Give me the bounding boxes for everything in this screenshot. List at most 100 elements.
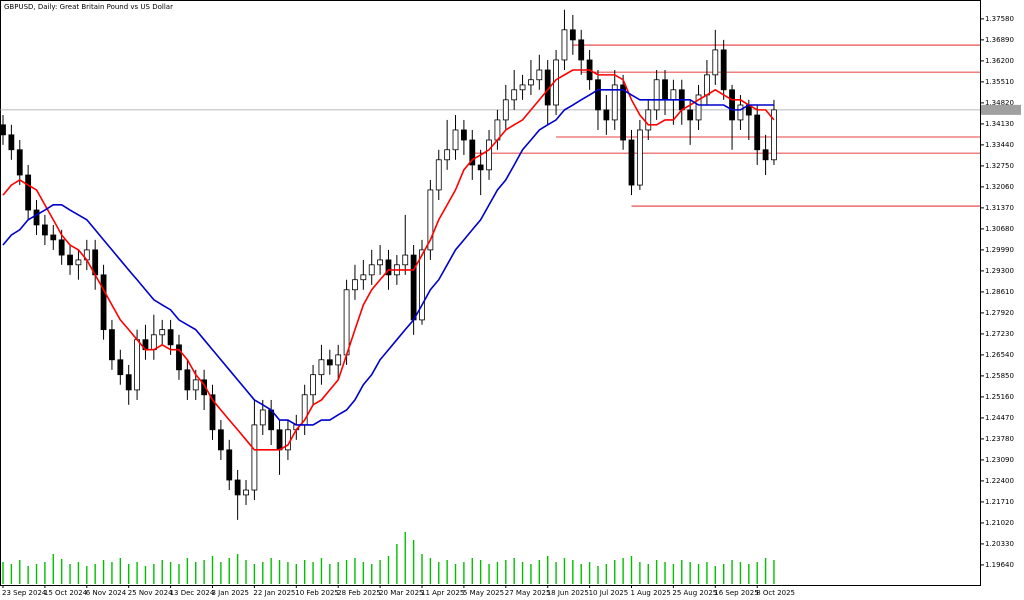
candle-body xyxy=(670,89,677,101)
candle-body xyxy=(653,79,660,111)
y-tick-label: 1.23090 xyxy=(985,456,1014,464)
candle-body xyxy=(117,359,124,376)
x-tick-label: 16 Sep 2025 xyxy=(714,589,758,597)
candle-body xyxy=(25,174,32,211)
candle-body xyxy=(611,84,618,121)
candle-body xyxy=(469,139,476,166)
y-tick-label: 1.22400 xyxy=(985,477,1014,485)
x-tick-label: 8 Oct 2025 xyxy=(756,589,795,597)
y-tick-label: 1.25850 xyxy=(985,372,1014,380)
candle-body xyxy=(385,259,392,276)
candle-body xyxy=(595,79,601,111)
candle-body xyxy=(0,124,6,136)
candle-body xyxy=(603,109,610,121)
candle-body xyxy=(444,149,451,161)
y-tick-label: 1.25160 xyxy=(985,393,1014,401)
candle-body xyxy=(704,74,710,96)
candle-body xyxy=(771,109,777,161)
candle-body xyxy=(628,139,635,186)
candle-body xyxy=(209,394,216,431)
x-tick-label: 15 Oct 2024 xyxy=(44,589,88,597)
x-tick-label: 10 Jul 2025 xyxy=(589,589,629,597)
y-tick-label: 1.31370 xyxy=(985,204,1014,212)
candle-body xyxy=(318,359,325,376)
candle-body xyxy=(159,329,166,336)
candle-body xyxy=(16,149,23,176)
candle-body xyxy=(75,259,82,266)
candle-body xyxy=(276,429,283,451)
candle-body xyxy=(452,129,459,151)
y-tick-label: 1.24470 xyxy=(985,414,1014,422)
candle-body xyxy=(435,159,442,191)
candle-body xyxy=(377,259,384,266)
moving-average xyxy=(2,88,774,426)
candle-body xyxy=(58,239,65,256)
candle-body xyxy=(326,359,333,366)
candle-body xyxy=(569,29,576,41)
candle-body xyxy=(226,449,233,481)
y-tick-label: 1.32750 xyxy=(985,162,1014,170)
x-tick-label: 27 May 2025 xyxy=(505,589,551,597)
candle-body xyxy=(42,224,48,236)
candle-body xyxy=(33,209,40,226)
candle-body xyxy=(201,379,208,396)
candle-body xyxy=(578,39,585,61)
candle-body xyxy=(427,189,434,251)
candle-body xyxy=(335,354,342,366)
candle-body xyxy=(460,129,467,141)
candle-body xyxy=(712,49,719,76)
y-tick-label: 1.21710 xyxy=(985,498,1014,506)
candle-body xyxy=(167,329,174,346)
candle-body xyxy=(762,149,769,161)
x-tick-label: 6 Nov 2024 xyxy=(86,589,127,597)
candle-body xyxy=(192,379,199,391)
x-tick-label: 10 Feb 2025 xyxy=(295,589,339,597)
y-tick-label: 1.26540 xyxy=(985,351,1014,359)
y-tick-label: 1.34820 xyxy=(985,99,1014,107)
candle-body xyxy=(352,279,358,291)
y-tick-label: 1.19640 xyxy=(985,561,1014,569)
candle-body xyxy=(662,79,668,101)
x-tick-label: 1 Aug 2025 xyxy=(631,589,671,597)
candle-body xyxy=(100,274,107,331)
candle-body xyxy=(519,84,526,91)
x-tick-label: 5 May 2025 xyxy=(463,589,504,597)
candle-body xyxy=(636,129,643,186)
x-tick-label: 13 Dec 2024 xyxy=(170,589,215,597)
y-tick-label: 1.28610 xyxy=(985,288,1014,296)
candle-body xyxy=(720,49,727,91)
x-tick-label: 22 Jan 2025 xyxy=(253,589,295,597)
candle-body xyxy=(477,164,484,171)
y-tick-label: 1.32060 xyxy=(985,183,1014,191)
candle-body xyxy=(486,139,492,171)
candle-body xyxy=(536,69,543,81)
candle-body xyxy=(419,249,425,321)
candle-body xyxy=(561,29,568,61)
chart-title: GBPUSD, Daily: Great Britain Pound vs US… xyxy=(4,3,173,11)
candle-body xyxy=(502,99,509,121)
candle-body xyxy=(645,109,652,131)
candle-body xyxy=(176,344,182,371)
y-tick-label: 1.35510 xyxy=(985,78,1014,86)
candle-body xyxy=(737,104,744,121)
candle-body xyxy=(134,339,140,391)
candle-body xyxy=(729,89,735,121)
candle-body xyxy=(251,424,258,491)
y-tick-label: 1.21020 xyxy=(985,519,1014,527)
candle-body xyxy=(511,89,518,101)
candle-body xyxy=(402,254,409,266)
plot-frame xyxy=(0,0,981,586)
candle-body xyxy=(243,489,249,496)
candle-body xyxy=(8,134,15,151)
candle-body xyxy=(343,289,350,356)
y-tick-label: 1.36890 xyxy=(985,36,1014,44)
y-tick-label: 1.20330 xyxy=(985,540,1014,548)
y-tick-label: 1.23780 xyxy=(985,435,1014,443)
x-tick-label: 11 Apr 2025 xyxy=(421,589,464,597)
candle-body xyxy=(687,109,694,121)
y-tick-label: 1.27920 xyxy=(985,309,1014,317)
candle-body xyxy=(67,254,73,266)
y-tick-label: 1.30680 xyxy=(985,225,1014,233)
x-tick-label: 3 Jan 2025 xyxy=(212,589,250,597)
